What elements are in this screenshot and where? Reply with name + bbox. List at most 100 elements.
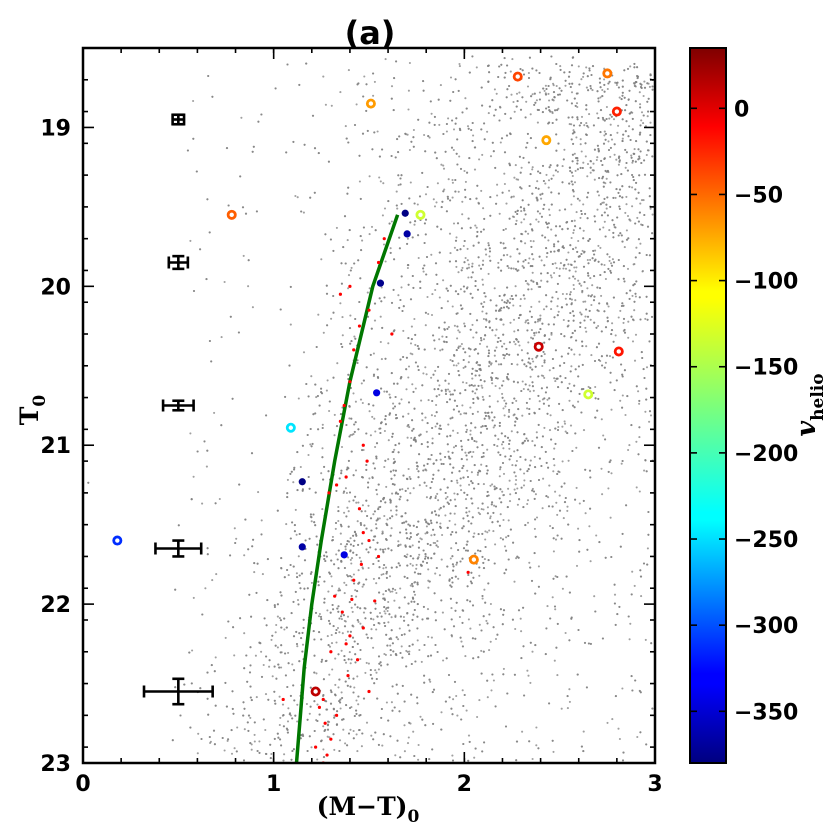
field-star-point	[545, 247, 548, 250]
field-star-point	[481, 594, 484, 598]
field-star-point	[487, 242, 490, 245]
field-star-point	[352, 392, 355, 395]
field-star-point	[396, 739, 399, 742]
field-star-point	[566, 99, 569, 102]
field-star-point	[487, 272, 490, 275]
field-star-point	[465, 458, 469, 461]
field-star-point	[609, 381, 612, 384]
field-star-point	[640, 199, 644, 202]
field-star-point	[631, 318, 635, 321]
field-star-point	[421, 412, 424, 415]
field-star-point	[497, 261, 500, 264]
field-star-point	[603, 119, 606, 122]
field-star-point	[406, 537, 409, 540]
field-star-point	[561, 181, 564, 184]
field-star-point	[579, 138, 582, 141]
field-star-point	[524, 321, 527, 324]
field-star-point	[452, 565, 455, 568]
field-star-point	[379, 340, 382, 344]
field-star-point	[515, 557, 518, 560]
field-star-point	[471, 262, 474, 265]
field-star-point	[467, 276, 470, 279]
field-star-point	[475, 440, 478, 443]
field-star-point	[426, 441, 429, 444]
field-star-point	[376, 541, 379, 544]
field-star-point	[408, 61, 411, 65]
field-star-point	[526, 132, 529, 135]
field-star-point	[383, 606, 386, 609]
field-star-point	[385, 485, 388, 488]
field-star-point	[465, 506, 468, 510]
field-star-point	[335, 628, 338, 632]
field-star-point	[491, 521, 494, 524]
field-star-point	[523, 439, 526, 442]
field-star-point	[446, 495, 449, 498]
field-star-point	[582, 161, 585, 164]
field-star-point	[533, 497, 536, 500]
field-star-point	[374, 607, 377, 610]
field-star-point	[462, 476, 465, 479]
field-star-point	[582, 429, 586, 432]
field-star-point	[535, 218, 538, 221]
field-star-point	[558, 87, 561, 90]
field-star-point	[347, 556, 350, 559]
field-star-point	[634, 81, 637, 84]
field-star-point	[414, 581, 417, 584]
field-star-point	[362, 583, 365, 586]
field-star-point	[333, 434, 336, 437]
field-star-point	[247, 548, 250, 551]
field-star-point	[425, 484, 428, 487]
field-star-point	[562, 158, 565, 161]
field-star-point	[628, 638, 631, 641]
field-star-point	[494, 434, 497, 437]
field-star-point	[580, 313, 583, 316]
field-star-point	[524, 242, 527, 245]
field-star-point	[572, 283, 575, 287]
field-star-point	[518, 344, 521, 347]
field-star-point	[220, 336, 223, 339]
field-star-point	[613, 143, 616, 146]
field-star-point	[583, 250, 586, 253]
field-star-point	[359, 235, 362, 238]
field-star-point	[588, 113, 591, 116]
field-star-point	[431, 691, 434, 694]
field-star-point	[533, 455, 536, 458]
field-star-point	[454, 523, 457, 526]
field-star-point	[365, 661, 368, 664]
field-star-point	[447, 117, 450, 120]
field-star-point	[476, 410, 479, 413]
field-star-point	[489, 484, 492, 487]
field-star-point	[637, 390, 640, 393]
field-star-point	[534, 644, 537, 647]
field-star-point	[286, 478, 289, 481]
field-star-point	[301, 643, 305, 646]
field-star-point	[271, 634, 274, 637]
field-star-point	[607, 470, 610, 473]
field-star-point	[369, 546, 372, 549]
field-star-point	[240, 116, 243, 119]
field-star-point	[552, 577, 555, 580]
field-star-point	[507, 487, 510, 490]
field-star-point	[589, 476, 592, 479]
field-star-point	[452, 148, 455, 152]
field-star-point	[502, 440, 505, 444]
field-star-point	[399, 358, 402, 361]
field-star-point	[503, 545, 507, 548]
field-star-point	[439, 349, 442, 352]
field-star-point	[416, 696, 419, 699]
field-star-point	[570, 123, 573, 126]
field-star-point	[559, 65, 562, 68]
field-star-point	[390, 154, 393, 158]
field-star-point	[440, 558, 443, 561]
field-star-point	[575, 136, 578, 139]
field-star-point	[602, 118, 605, 121]
field-star-point	[499, 608, 502, 611]
field-star-point	[649, 207, 652, 210]
field-star-point	[527, 674, 530, 677]
field-star-point	[364, 510, 367, 513]
field-star-point	[520, 166, 523, 169]
field-star-point	[548, 166, 551, 169]
field-star-point	[611, 356, 614, 359]
field-star-point	[467, 759, 470, 762]
field-star-point	[448, 260, 451, 263]
